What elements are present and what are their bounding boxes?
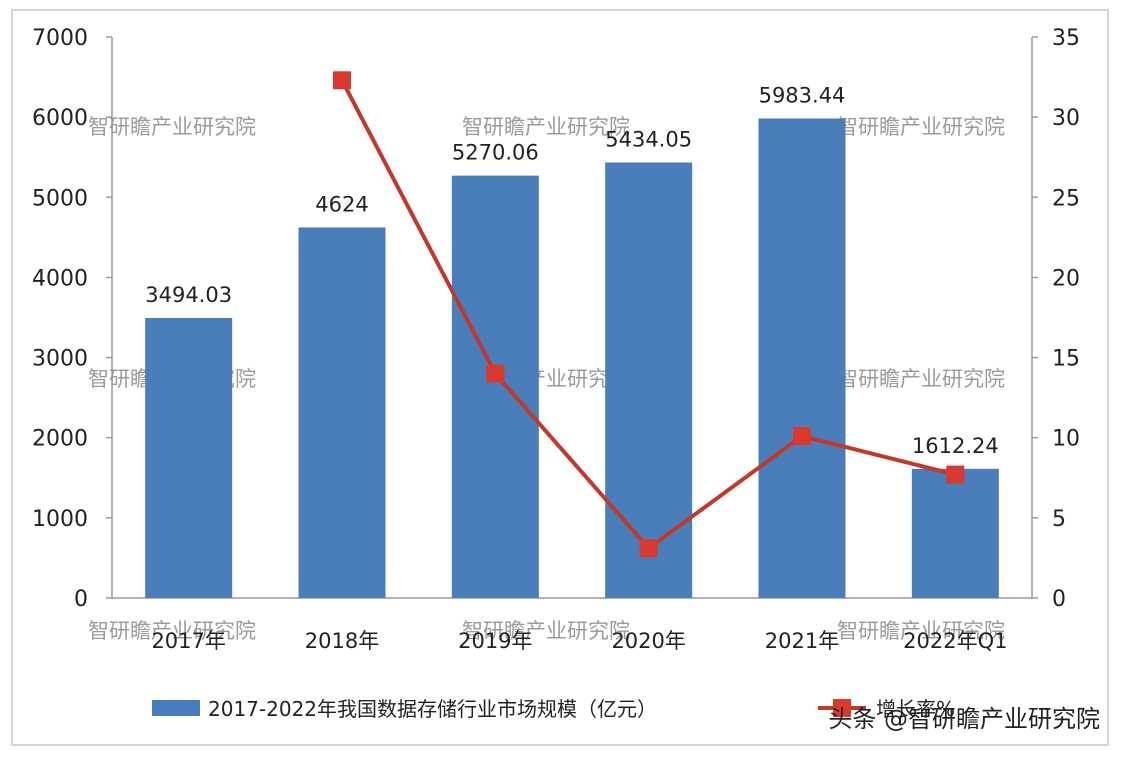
- line-point: [333, 71, 351, 90]
- bar: [298, 227, 386, 598]
- category-label: 2018年: [305, 629, 379, 653]
- data-labels: 3494.03 4624 5270.06 5434.05 5983.44 1612.24: [145, 83, 999, 457]
- bar: [605, 162, 693, 599]
- category-label: 2021年: [765, 629, 839, 653]
- bar-series: [145, 118, 999, 599]
- watermark-text: 智研瞻产业研究院: [837, 115, 1005, 139]
- category-label: 2019年: [458, 629, 532, 653]
- line-point: [946, 465, 965, 484]
- bar-data-label: 5434.05: [605, 127, 692, 151]
- right-tick-label: 30: [1052, 106, 1080, 131]
- credit-text: 头条 @智研瞻产业研究院: [828, 705, 1100, 733]
- left-tick-label: 7000: [32, 26, 88, 51]
- bar-data-label: 4624: [315, 192, 368, 216]
- left-tick-label: 6000: [32, 106, 88, 131]
- right-tick-label: 0: [1052, 587, 1066, 612]
- category-label: 2020年: [611, 629, 685, 653]
- legend-label-line: 增长率%: [876, 697, 955, 721]
- watermark-text: 智研瞻产业研究院: [837, 619, 1005, 643]
- line-point: [639, 539, 658, 558]
- category-label: 2017年: [151, 629, 225, 653]
- legend-label-bar: 2017-2022年我国数据存储行业市场规模（亿元）: [208, 697, 657, 721]
- left-tick-label: 3000: [32, 347, 88, 372]
- legend-swatch-marker: [833, 699, 851, 717]
- legend-swatch-bar: [152, 700, 200, 716]
- left-tick-label: 5000: [32, 186, 88, 211]
- left-tick-label: 2000: [32, 427, 88, 452]
- left-tick-label: 4000: [32, 266, 88, 291]
- left-tick-label: 1000: [32, 507, 88, 532]
- left-tick-label: 0: [74, 587, 88, 612]
- bar-data-label: 5270.06: [452, 141, 539, 165]
- bar-data-label: 3494.03: [145, 283, 232, 307]
- watermark-text: 智研瞻产业研究院: [88, 115, 256, 139]
- axes: 0 1000 2000 3000 4000 5000 6000 7000 0 5 10 15 20 25 3…: [32, 26, 1080, 653]
- bar: [145, 317, 233, 598]
- right-tick-label: 15: [1052, 347, 1080, 372]
- right-tick-label: 5: [1052, 507, 1066, 532]
- line-series: [333, 71, 965, 558]
- right-tick-label: 10: [1052, 427, 1080, 452]
- right-tick-label: 25: [1052, 186, 1080, 211]
- legend: 2017-2022年我国数据存储行业市场规模（亿元） 增长率%: [152, 697, 955, 721]
- watermark-text: 智研瞻产业研究院: [88, 619, 256, 643]
- right-tick-label: 20: [1052, 266, 1080, 291]
- bar: [758, 118, 846, 598]
- watermark-text: 智研瞻产业研究院: [462, 619, 630, 643]
- bar: [451, 175, 539, 598]
- right-tick-label: 35: [1052, 26, 1080, 51]
- watermark-text: 智研瞻产业研究院: [462, 115, 630, 139]
- bar: [911, 468, 999, 598]
- line-point: [793, 427, 811, 446]
- bar-data-label: 1612.24: [912, 434, 999, 458]
- line-point: [486, 364, 505, 383]
- bar-data-label: 5983.44: [759, 83, 846, 107]
- category-label: 2022年Q1: [903, 629, 1007, 653]
- watermark-text: 智研瞻产业研究院: [837, 367, 1005, 391]
